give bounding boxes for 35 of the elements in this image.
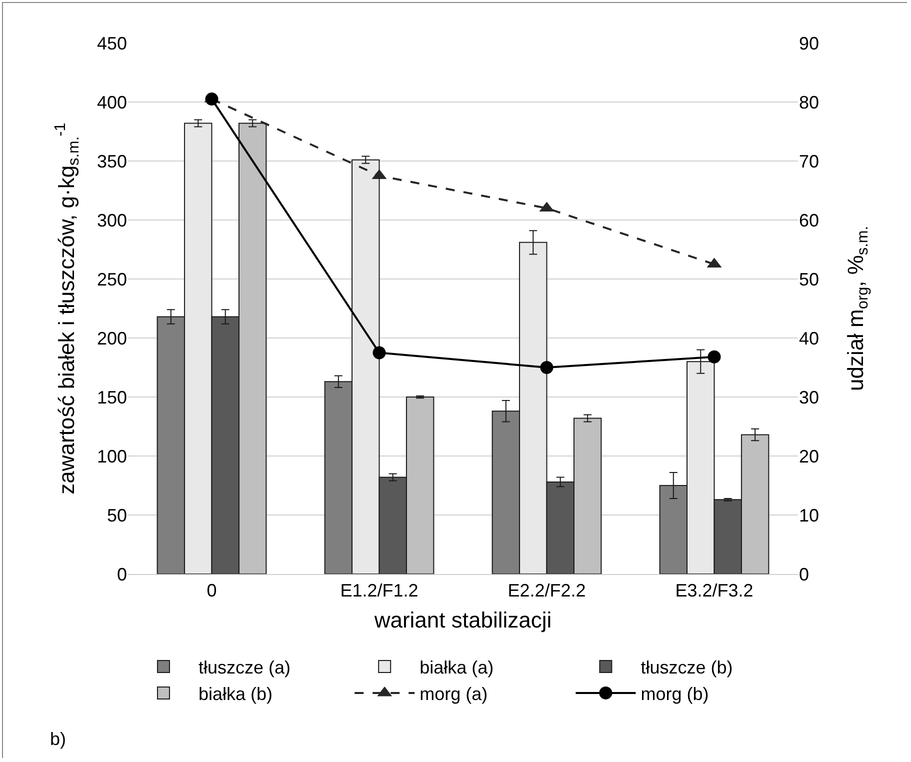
y-tick-label: 400 — [96, 92, 127, 112]
point — [372, 346, 386, 360]
y2-tick-label: 80 — [799, 92, 820, 112]
legend-label: białka (b) — [198, 684, 273, 704]
y2-tick-label: 70 — [799, 151, 820, 172]
y2-tick-label: 10 — [799, 505, 820, 526]
y-tick-label: 0 — [116, 564, 127, 584]
y2-tick-label: 20 — [799, 446, 820, 466]
x-axis-title: wariant stabilizacji — [373, 608, 552, 632]
y-tick-label: 100 — [96, 446, 127, 466]
point — [540, 361, 554, 374]
y-tick-label: 50 — [106, 505, 127, 526]
y-tick-label: 200 — [96, 328, 127, 348]
x-tick-label: 0 — [206, 580, 217, 601]
legend-label: morg (a) — [420, 684, 488, 704]
point — [708, 350, 721, 364]
y-tick-label: 150 — [96, 387, 127, 408]
y-tick-label: 250 — [96, 269, 127, 290]
x-tick-label: E3.2/F3.2 — [675, 580, 754, 601]
legend-label: tłuszcze (b) — [640, 658, 733, 678]
y-tick-label: 300 — [96, 210, 127, 230]
y2-tick-label: 60 — [799, 210, 820, 230]
y2-tick-label: 0 — [799, 564, 810, 584]
y2-tick-label: 40 — [799, 328, 820, 348]
y-tick-label: 450 — [96, 33, 127, 54]
legend-label: tłuszcze (a) — [198, 658, 291, 678]
text: b) — [50, 729, 66, 749]
legend-label: morg (b) — [640, 684, 709, 704]
y2-tick-label: 50 — [799, 269, 820, 290]
y2-tick-label: 90 — [799, 33, 820, 54]
y2-tick-label: 30 — [799, 387, 820, 408]
x-tick-label: E1.2/F1.2 — [340, 580, 418, 601]
legend-label: białka (a) — [420, 658, 494, 678]
y-tick-label: 350 — [96, 151, 127, 172]
x-tick-label: E2.2/F2.2 — [508, 580, 586, 601]
